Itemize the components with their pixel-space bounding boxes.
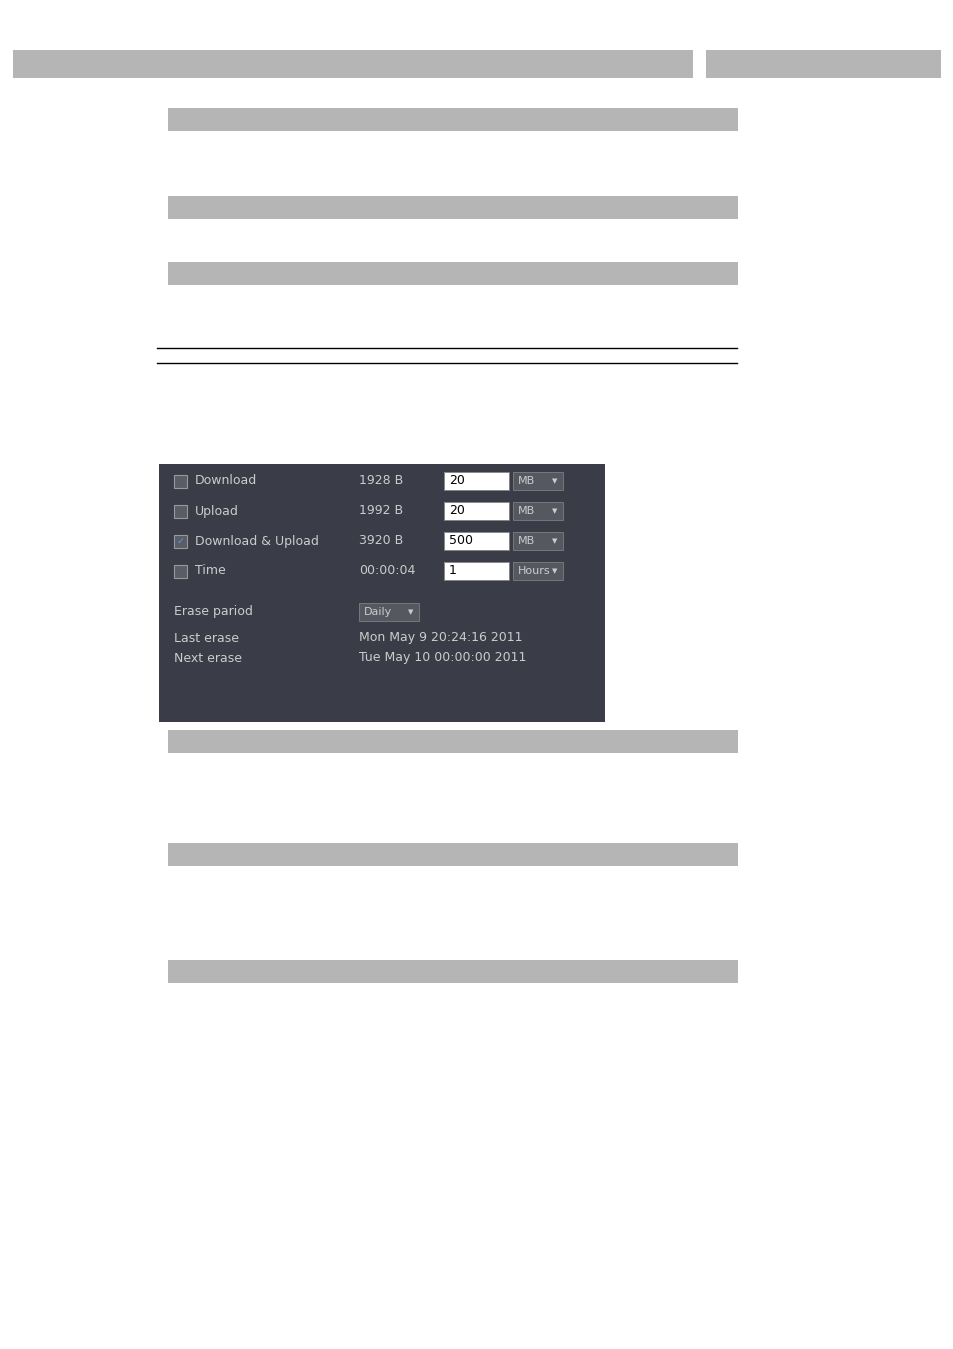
Bar bbox=[173, 505, 187, 518]
Bar bbox=[358, 603, 418, 621]
Bar bbox=[173, 565, 187, 577]
Text: ✓: ✓ bbox=[176, 536, 184, 546]
Bar bbox=[168, 730, 738, 753]
Text: MB: MB bbox=[517, 476, 535, 486]
Text: ▼: ▼ bbox=[552, 478, 558, 484]
Text: ▼: ▼ bbox=[552, 568, 558, 575]
Bar bbox=[168, 843, 738, 866]
Text: 1928 B: 1928 B bbox=[358, 475, 403, 487]
Text: 20: 20 bbox=[449, 475, 464, 487]
Bar bbox=[168, 262, 738, 285]
Text: MB: MB bbox=[517, 506, 535, 517]
Text: Erase pariod: Erase pariod bbox=[173, 606, 253, 618]
Bar bbox=[513, 563, 562, 580]
Text: Last erase: Last erase bbox=[173, 631, 239, 645]
Bar bbox=[173, 475, 187, 488]
Text: Download & Upload: Download & Upload bbox=[194, 534, 318, 548]
Bar bbox=[358, 603, 418, 621]
Text: 1: 1 bbox=[449, 564, 456, 577]
Bar bbox=[443, 502, 509, 519]
Bar bbox=[513, 532, 562, 550]
Bar bbox=[168, 196, 738, 219]
Text: 500: 500 bbox=[449, 534, 473, 548]
Bar bbox=[13, 50, 692, 78]
Text: Tue May 10 00:00:00 2011: Tue May 10 00:00:00 2011 bbox=[358, 652, 526, 665]
Bar bbox=[173, 505, 187, 518]
Bar bbox=[168, 108, 738, 131]
Bar bbox=[173, 536, 187, 548]
Bar bbox=[513, 472, 562, 490]
Bar bbox=[173, 536, 187, 548]
Bar bbox=[443, 532, 509, 550]
Bar bbox=[173, 565, 187, 577]
Text: Download: Download bbox=[194, 475, 257, 487]
Text: 1992 B: 1992 B bbox=[358, 505, 403, 518]
Text: 00:00:04: 00:00:04 bbox=[358, 564, 415, 577]
Bar bbox=[173, 475, 187, 488]
Bar bbox=[443, 563, 509, 580]
Text: 3920 B: 3920 B bbox=[358, 534, 403, 548]
Bar bbox=[159, 464, 604, 722]
Text: MB: MB bbox=[517, 536, 535, 546]
Bar bbox=[443, 502, 509, 519]
Text: Upload: Upload bbox=[194, 505, 238, 518]
Bar bbox=[513, 532, 562, 550]
Bar bbox=[443, 472, 509, 490]
Text: ▼: ▼ bbox=[408, 608, 414, 615]
Text: Mon May 9 20:24:16 2011: Mon May 9 20:24:16 2011 bbox=[358, 631, 522, 645]
Bar bbox=[168, 960, 738, 983]
Bar bbox=[513, 472, 562, 490]
Text: Next erase: Next erase bbox=[173, 652, 242, 665]
Text: ▼: ▼ bbox=[552, 509, 558, 514]
Text: 20: 20 bbox=[449, 505, 464, 518]
Bar bbox=[513, 502, 562, 519]
Text: Hours: Hours bbox=[517, 567, 550, 576]
Bar bbox=[443, 563, 509, 580]
Bar bbox=[443, 532, 509, 550]
Bar bbox=[443, 472, 509, 490]
Text: Daily: Daily bbox=[364, 607, 392, 616]
Bar bbox=[705, 50, 940, 78]
Text: Time: Time bbox=[194, 564, 226, 577]
Bar bbox=[513, 502, 562, 519]
Text: ▼: ▼ bbox=[552, 538, 558, 544]
Bar bbox=[513, 563, 562, 580]
